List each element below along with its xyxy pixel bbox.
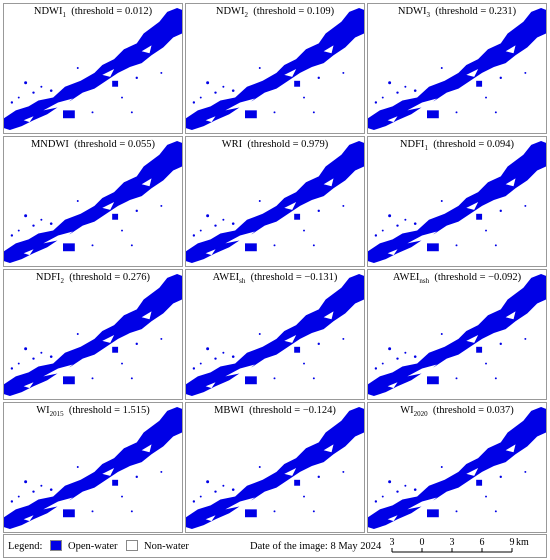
panel-title: NDFI1 (threshold = 0.094) xyxy=(368,139,546,152)
scale-label: 9 xyxy=(510,537,515,548)
threshold: (threshold = 0.231) xyxy=(435,6,517,17)
index-name: WI xyxy=(36,405,50,416)
panel-title: AWEIsh (threshold = −0.131) xyxy=(186,272,364,285)
index-name: MNDWI xyxy=(30,139,69,150)
scale-bar: 3 0 3 6 9 km xyxy=(390,537,529,553)
legend-item: Open-water xyxy=(68,541,118,552)
index-name: NDWI xyxy=(33,6,63,17)
panel-title: WI2020 (threshold = 0.037) xyxy=(368,405,546,418)
panel-title: AWEInsh (threshold = −0.092) xyxy=(368,272,546,285)
threshold: (threshold = 0.276) xyxy=(69,272,151,283)
water-map xyxy=(368,403,546,532)
index-subscript: 2 xyxy=(244,11,248,20)
index-subscript: 2015 xyxy=(49,410,64,419)
water-map xyxy=(186,137,364,266)
index-name: NDWI xyxy=(397,6,427,17)
map-panel: WRI (threshold = 0.979) xyxy=(185,136,365,267)
scale-label: 0 xyxy=(420,537,425,548)
panel-title: NDFI2 (threshold = 0.276) xyxy=(4,272,182,285)
map-panel: NDFI1 (threshold = 0.094) xyxy=(367,136,547,267)
date: Date of the image: 8 May 2024 xyxy=(250,541,382,552)
panel-title: NDWI2 (threshold = 0.109) xyxy=(186,6,364,19)
water-area xyxy=(4,8,182,130)
map-panel: NDWI3 (threshold = 0.231) xyxy=(367,3,547,134)
index-name: NDFI xyxy=(35,272,61,283)
scale-label: 3 xyxy=(390,537,395,548)
legend-item: Non-water xyxy=(144,541,189,552)
index-name: AWEI xyxy=(392,272,420,283)
water-map xyxy=(4,4,182,133)
index-subscript: 2 xyxy=(60,277,64,286)
index-subscript: nsh xyxy=(419,277,430,286)
water-area xyxy=(186,8,364,130)
scale-label: 3 xyxy=(450,537,455,548)
swatch-nonwater xyxy=(126,540,138,551)
map-panel: NDFI2 (threshold = 0.276) xyxy=(3,269,183,400)
water-map xyxy=(4,137,182,266)
index-name: WI xyxy=(400,405,414,416)
water-map xyxy=(368,137,546,266)
water-map xyxy=(368,4,546,133)
panel-title: WRI (threshold = 0.979) xyxy=(186,139,364,150)
panel-title: MNDWI (threshold = 0.055) xyxy=(4,139,182,150)
water-area xyxy=(186,274,364,396)
index-name: WRI xyxy=(221,139,243,150)
index-subscript: sh xyxy=(239,277,246,286)
index-subscript: 3 xyxy=(426,11,430,20)
index-subscript: 2020 xyxy=(413,410,428,419)
swatch-water xyxy=(50,540,62,551)
panel-title: WI2015 (threshold = 1.515) xyxy=(4,405,182,418)
map-panel: AWEIsh (threshold = −0.131) xyxy=(185,269,365,400)
water-map xyxy=(4,270,182,399)
threshold: (threshold = 0.055) xyxy=(74,139,156,150)
map-panel: MBWI (threshold = −0.124) xyxy=(185,402,365,533)
water-map xyxy=(186,270,364,399)
panel-title: NDWI1 (threshold = 0.012) xyxy=(4,6,182,19)
index-name: AWEI xyxy=(212,272,240,283)
map-panel: WI2020 (threshold = 0.037) xyxy=(367,402,547,533)
map-panel: NDWI2 (threshold = 0.109) xyxy=(185,3,365,134)
water-area xyxy=(186,141,364,263)
threshold: (threshold = −0.131) xyxy=(250,272,338,283)
index-name: NDWI xyxy=(215,6,245,17)
water-area xyxy=(368,8,546,130)
threshold: (threshold = 0.037) xyxy=(432,405,514,416)
water-area xyxy=(4,274,182,396)
water-area xyxy=(368,274,546,396)
water-map xyxy=(368,270,546,399)
scale-unit: km xyxy=(516,537,529,548)
legend: Legend: Open-water Non-water Date of the… xyxy=(3,534,547,558)
map-panel: WI2015 (threshold = 1.515) xyxy=(3,402,183,533)
threshold: (threshold = −0.092) xyxy=(434,272,522,283)
panel-title: NDWI3 (threshold = 0.231) xyxy=(368,6,546,19)
water-map xyxy=(186,403,364,532)
threshold: (threshold = −0.124) xyxy=(249,405,336,416)
panel-title: MBWI (threshold = −0.124) xyxy=(186,405,364,416)
scale-label: 6 xyxy=(480,537,485,548)
threshold: (threshold = 0.979) xyxy=(247,139,329,150)
water-area xyxy=(368,141,546,263)
threshold: (threshold = 0.012) xyxy=(71,6,153,17)
threshold: (threshold = 1.515) xyxy=(68,405,150,416)
index-name: NDFI xyxy=(399,139,425,150)
threshold: (threshold = 0.109) xyxy=(253,6,335,17)
index-subscript: 1 xyxy=(62,11,66,20)
legend-title: Legend: xyxy=(8,541,43,552)
map-panel: AWEInsh (threshold = −0.092) xyxy=(367,269,547,400)
threshold: (threshold = 0.094) xyxy=(433,139,515,150)
map-panel: MNDWI (threshold = 0.055) xyxy=(3,136,183,267)
water-area xyxy=(186,407,364,529)
index-name: MBWI xyxy=(214,405,244,416)
water-area xyxy=(368,407,546,529)
water-map xyxy=(4,403,182,532)
water-area xyxy=(4,141,182,263)
water-map xyxy=(186,4,364,133)
index-subscript: 1 xyxy=(424,144,428,153)
map-panel: NDWI1 (threshold = 0.012) xyxy=(3,3,183,134)
water-area xyxy=(4,407,182,529)
panel-grid: NDWI1 (threshold = 0.012) NDWI2 (threshol… xyxy=(3,3,547,533)
